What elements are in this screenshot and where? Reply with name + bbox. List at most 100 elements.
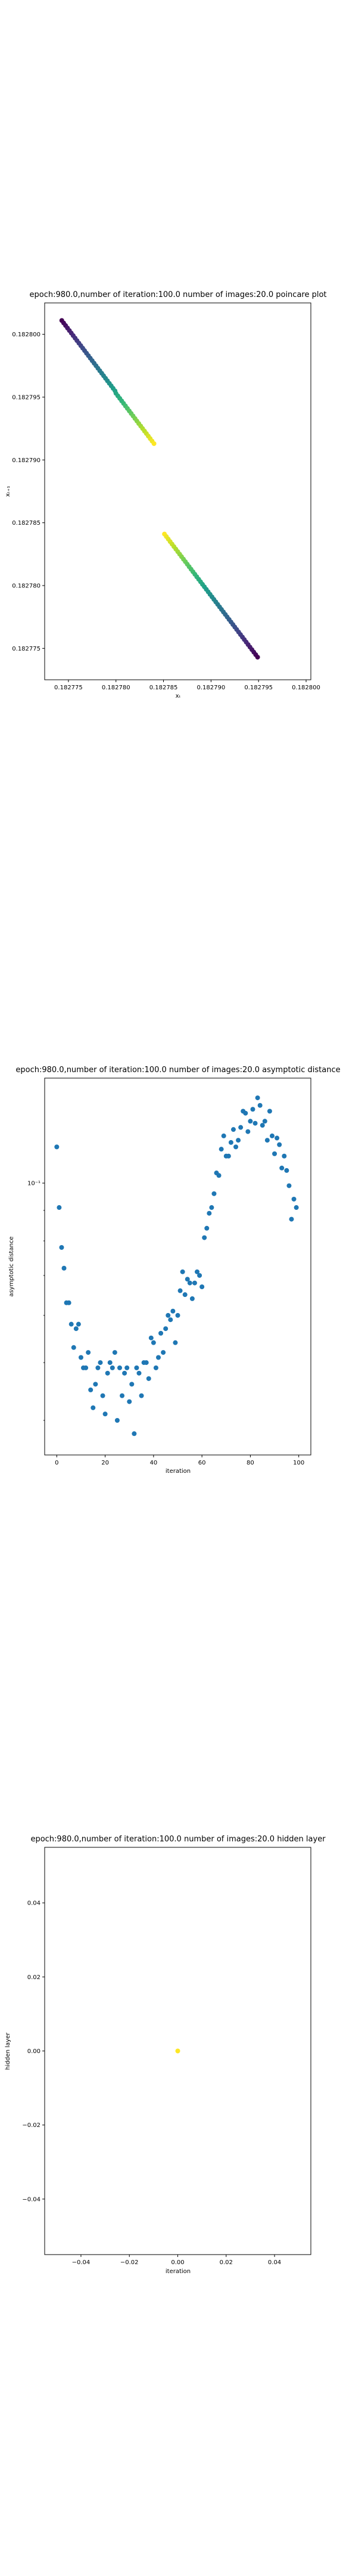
chart-title: epoch:980.0,number of iteration:100.0 nu… xyxy=(30,1835,326,1844)
data-point xyxy=(284,1168,289,1173)
x-tick-label: 0.02 xyxy=(220,2259,233,2266)
data-point xyxy=(95,1365,101,1370)
y-tick-label: −0.02 xyxy=(22,2122,40,2129)
data-point xyxy=(275,1135,280,1141)
data-point xyxy=(134,1365,139,1370)
x-axis-ticks: 0.182775 0.182780 0.182785 0.182790 0.182795… xyxy=(54,680,320,691)
data-point xyxy=(161,1350,166,1355)
x-axis-ticks: −0.04 −0.02 0.00 0.02 0.04 xyxy=(72,2255,281,2266)
x-axis-label: iteration xyxy=(166,1468,191,1475)
x-tick-label: 60 xyxy=(198,1460,206,1466)
data-point xyxy=(185,1277,190,1282)
data-point xyxy=(264,1138,270,1143)
data-point xyxy=(175,1312,180,1318)
data-point xyxy=(262,1119,267,1124)
data-point xyxy=(112,1350,117,1355)
data-point xyxy=(195,1269,200,1274)
data-point xyxy=(91,1405,96,1410)
data-point xyxy=(120,1393,125,1398)
y-axis-label: xₜ₊₁ xyxy=(5,486,11,497)
data-point xyxy=(243,1110,248,1116)
data-point xyxy=(289,1216,294,1222)
hidden-layer-figure: epoch:980.0,number of iteration:100.0 nu… xyxy=(0,1831,343,2278)
data-point xyxy=(117,1365,122,1370)
data-point xyxy=(122,1370,127,1376)
data-point xyxy=(255,1095,260,1101)
poincare-chart: epoch:980.0,number of iteration:100.0 nu… xyxy=(5,290,327,699)
data-point xyxy=(257,1103,263,1108)
data-point xyxy=(76,1321,81,1327)
x-tick-label: 0.182790 xyxy=(197,685,226,691)
y-tick-label: −0.04 xyxy=(22,2196,40,2203)
data-point xyxy=(66,1300,71,1305)
data-point xyxy=(88,1387,93,1392)
data-point xyxy=(59,1244,64,1250)
data-point xyxy=(197,1272,202,1278)
data-point xyxy=(250,1107,255,1112)
data-point xyxy=(199,1284,205,1290)
data-point xyxy=(144,1360,149,1366)
data-point xyxy=(248,1119,253,1124)
data-point xyxy=(124,1365,130,1370)
data-point xyxy=(132,1431,137,1436)
data-point xyxy=(168,1317,173,1323)
data-point xyxy=(73,1326,79,1332)
distance-points xyxy=(54,1095,299,1436)
data-point xyxy=(78,1355,83,1360)
x-axis-label: iteration xyxy=(166,2268,191,2275)
data-point xyxy=(192,1280,197,1286)
x-tick-label: 0.182785 xyxy=(149,685,178,691)
asymptotic-distance-figure: epoch:980.0,number of iteration:100.0 nu… xyxy=(0,1061,343,1479)
data-point xyxy=(236,1138,241,1143)
asymptotic-distance-chart: epoch:980.0,number of iteration:100.0 nu… xyxy=(8,1066,341,1475)
data-point xyxy=(180,1269,185,1274)
data-point xyxy=(68,1321,74,1327)
y-axis-label: asymptotic distance xyxy=(8,1236,15,1296)
data-point xyxy=(228,1140,233,1145)
data-point xyxy=(187,1280,192,1286)
y-tick-label: 0.182790 xyxy=(12,457,40,464)
data-point xyxy=(153,1365,158,1370)
data-point xyxy=(71,1345,76,1350)
poincare-figure: epoch:980.0,number of iteration:100.0 nu… xyxy=(0,286,343,704)
x-tick-label: 0.04 xyxy=(268,2259,281,2266)
data-point xyxy=(202,1235,207,1240)
data-point xyxy=(226,1153,231,1159)
x-tick-label: 40 xyxy=(149,1460,157,1466)
data-point xyxy=(163,1326,169,1332)
data-point xyxy=(291,1196,297,1202)
x-tick-label: 0.182800 xyxy=(292,685,320,691)
data-point xyxy=(86,1350,91,1355)
data-point xyxy=(57,1205,62,1210)
data-point xyxy=(269,1133,275,1138)
data-point xyxy=(279,1165,285,1171)
data-point xyxy=(107,1360,113,1366)
x-tick-label: 0.182780 xyxy=(102,685,130,691)
data-point xyxy=(61,1265,67,1271)
data-point xyxy=(209,1205,214,1210)
data-point xyxy=(238,1125,244,1130)
x-axis-label: xₜ xyxy=(176,693,181,699)
x-tick-label: 0 xyxy=(55,1460,58,1466)
hidden-layer-points xyxy=(175,2048,180,2054)
x-tick-label: 0.182795 xyxy=(244,685,273,691)
data-point xyxy=(102,1411,108,1417)
chart-title: epoch:980.0,number of iteration:100.0 nu… xyxy=(15,1066,340,1075)
y-axis-ticks: 10⁻¹ xyxy=(27,1181,45,1421)
plot-frame xyxy=(44,302,311,680)
x-tick-label: 100 xyxy=(293,1460,304,1466)
data-point xyxy=(148,1335,154,1340)
data-point xyxy=(105,1370,110,1376)
y-axis-ticks: 0.182800 0.182795 0.182790 0.182785 0.182780… xyxy=(12,332,45,652)
data-point xyxy=(207,1210,212,1216)
data-point xyxy=(216,1173,222,1178)
data-point xyxy=(221,1133,226,1138)
y-axis-ticks: 0.04 0.02 0.00 −0.02 −0.04 xyxy=(22,1900,45,2203)
data-point xyxy=(177,1288,183,1293)
plot-frame xyxy=(44,1078,311,1456)
data-point xyxy=(286,1183,292,1188)
data-point xyxy=(151,441,157,446)
data-point xyxy=(98,1360,103,1366)
data-point xyxy=(166,1312,171,1318)
data-point xyxy=(173,1340,178,1345)
